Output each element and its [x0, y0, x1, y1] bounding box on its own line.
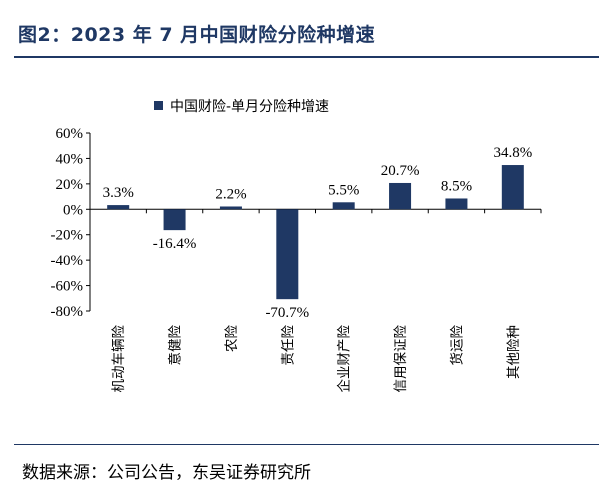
legend-label: 中国财险-单月分险种增速: [170, 99, 329, 115]
y-tick-label: 0%: [63, 202, 83, 218]
chart-category-labels: 机动车辆险 意健险 农险 责任险 企业财产险 信用保证险 货运险 其他险种: [110, 325, 522, 393]
bar: [107, 205, 130, 210]
data-label: 20.7%: [381, 163, 420, 179]
bar-chart: 中国财险-单月分险种增速 60% 40% 20% 0% -20% -40% -60% -80%…: [51, 99, 542, 393]
category-label: 机动车辆险: [110, 325, 127, 393]
bar: [332, 202, 355, 210]
bar: [163, 209, 186, 231]
data-label: 2.2%: [215, 186, 246, 202]
y-tick-label: -60%: [51, 279, 84, 295]
bar: [276, 209, 299, 300]
category-label: 意健险: [167, 325, 184, 366]
bar: [219, 206, 242, 210]
data-label: 34.8%: [493, 145, 532, 161]
legend-swatch: [154, 101, 163, 110]
chart-bars: [107, 165, 524, 300]
y-tick-label: 20%: [56, 177, 84, 193]
data-label: 3.3%: [103, 185, 134, 201]
y-tick-label: -40%: [51, 253, 84, 269]
data-label: 5.5%: [328, 182, 359, 198]
bar: [389, 182, 412, 210]
y-tick-label: 60%: [56, 126, 84, 142]
title-rule: [14, 56, 599, 58]
chart-axes: 60% 40% 20% 0% -20% -40% -60% -80%: [51, 126, 542, 320]
data-label: -16.4%: [153, 236, 197, 252]
bar: [501, 165, 524, 210]
y-tick-label: 40%: [56, 151, 84, 167]
figure-title: 图2：2023 年 7 月中国财险分险种增速: [18, 24, 376, 46]
data-label: -70.7%: [265, 305, 309, 321]
y-tick-label: -20%: [51, 228, 84, 244]
y-tick-label: -80%: [51, 304, 84, 320]
category-label: 企业财产险: [336, 325, 353, 393]
chart-legend: 中国财险-单月分险种增速: [154, 99, 329, 115]
data-label: 8.5%: [441, 178, 472, 194]
category-label: 责任险: [280, 325, 296, 366]
chart-data-labels: 3.3% -16.4% 2.2% -70.7% 5.5% 20.7% 8.5% 34.8%: [103, 145, 533, 321]
source-note: 数据来源：公司公告，东吴证券研究所: [22, 463, 311, 483]
bar: [445, 198, 468, 210]
category-label: 信用保证险: [393, 325, 409, 393]
source-rule: [14, 444, 599, 445]
category-label: 货运险: [448, 325, 465, 366]
category-label: 其他险种: [506, 325, 522, 379]
category-label: 农险: [224, 325, 240, 352]
